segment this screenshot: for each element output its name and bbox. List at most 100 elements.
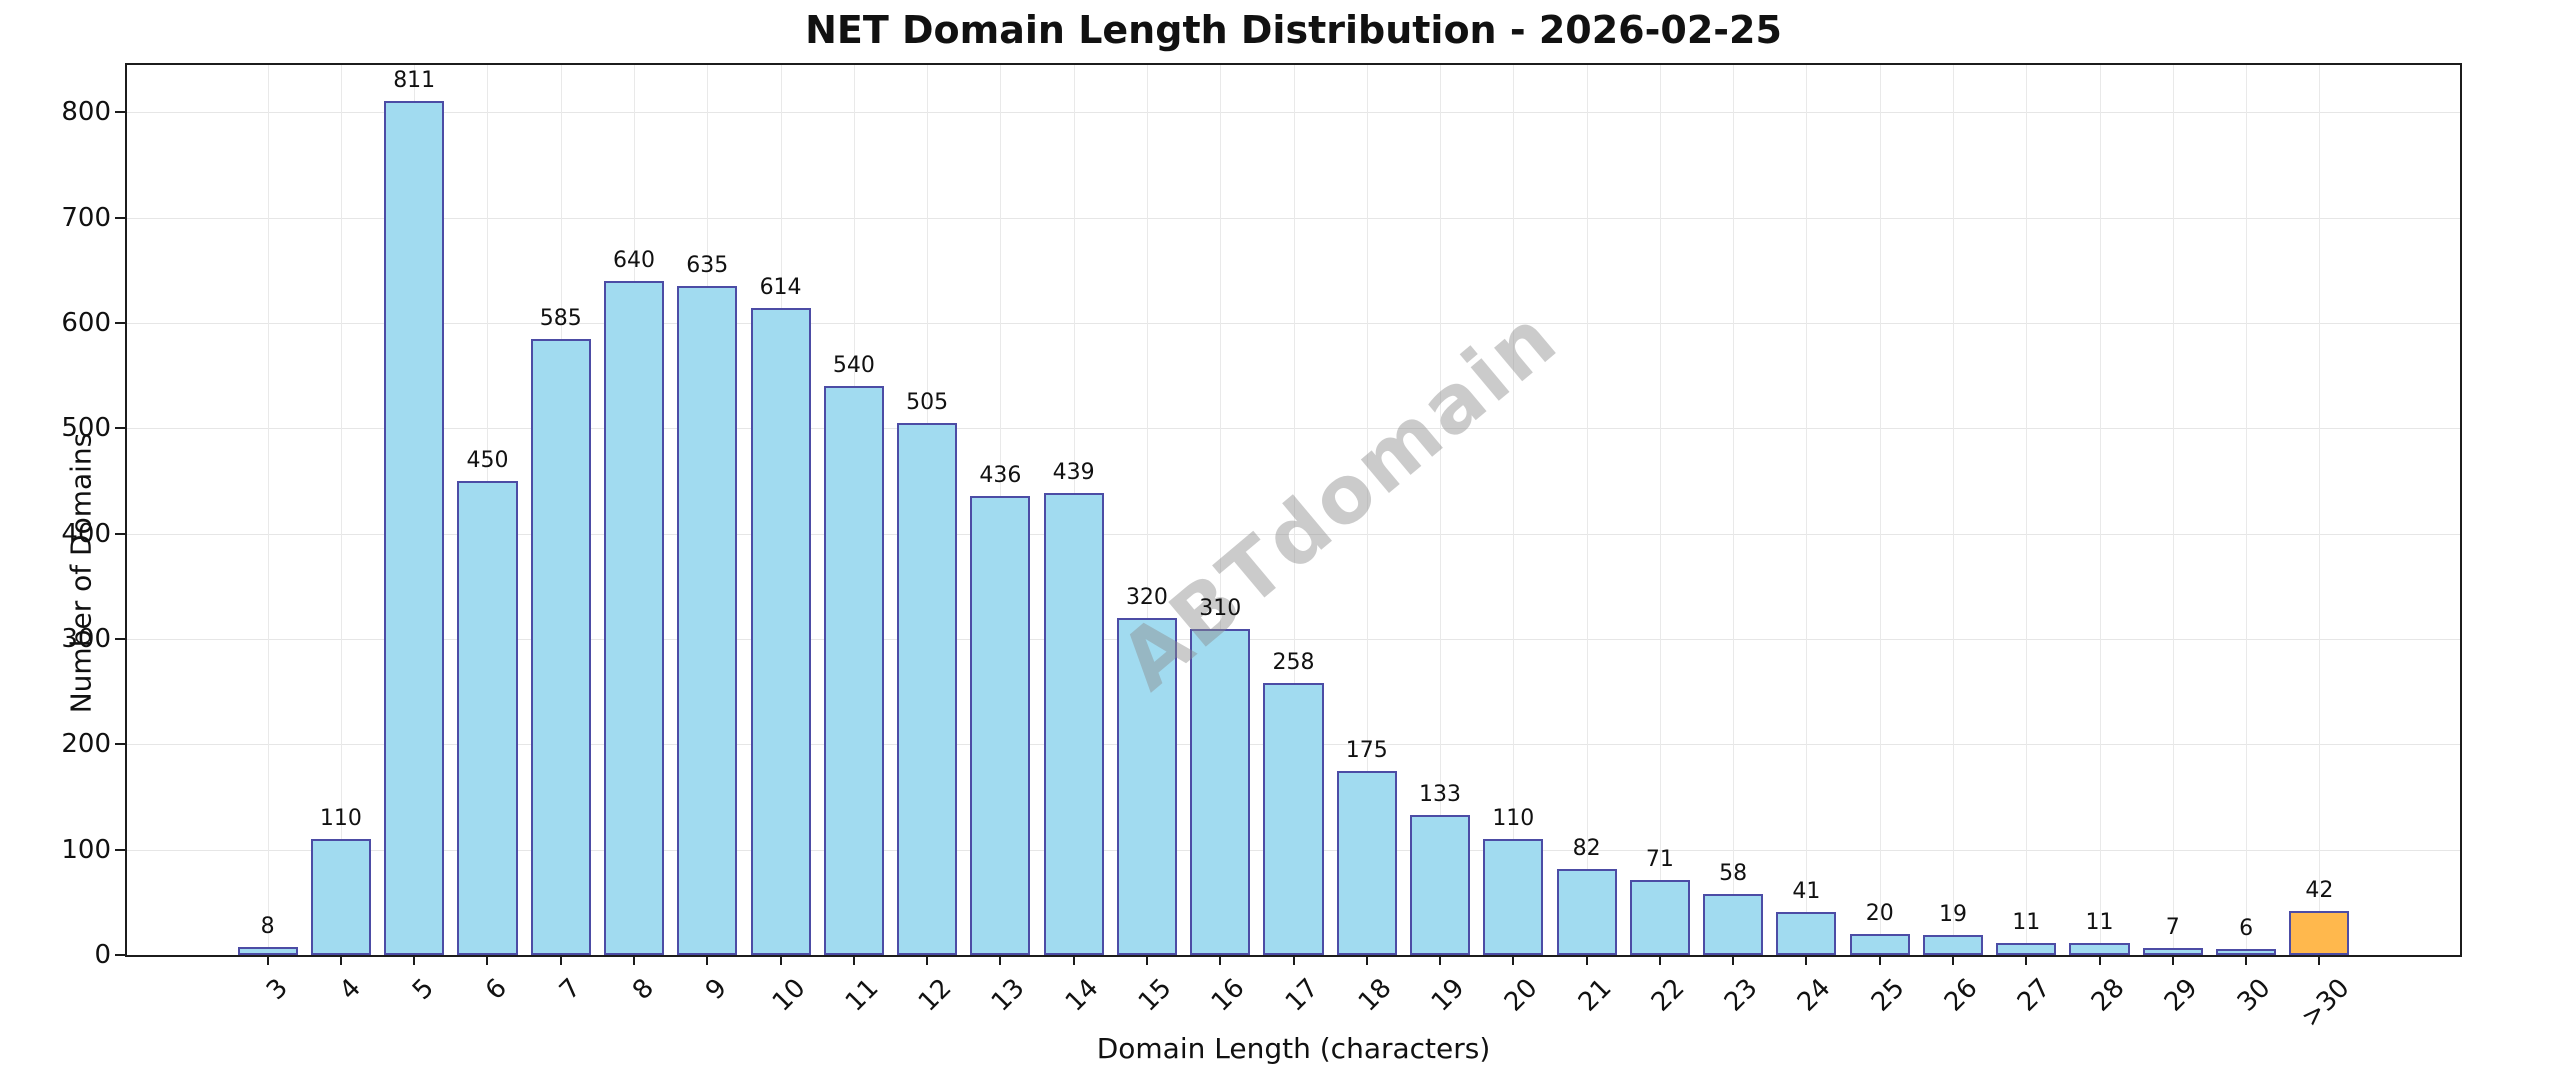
bar-25 bbox=[1849, 933, 1910, 955]
bar-9 bbox=[677, 286, 738, 955]
bar-8 bbox=[603, 280, 665, 955]
bar-26 bbox=[1922, 935, 1984, 955]
y-axis-tick bbox=[115, 111, 125, 114]
x-axis-tick bbox=[633, 955, 636, 965]
bar-19 bbox=[1410, 814, 1471, 955]
bar-value-label: 110 bbox=[319, 806, 362, 832]
bar-7 bbox=[530, 338, 591, 955]
gridline-v bbox=[1659, 65, 1661, 955]
bar-17 bbox=[1263, 683, 1324, 955]
x-tick-label: 17 bbox=[1279, 973, 1324, 1018]
bar-4 bbox=[310, 839, 371, 955]
bar-12 bbox=[897, 423, 958, 955]
bar-value-label: 110 bbox=[1492, 806, 1535, 832]
x-axis-tick bbox=[706, 955, 709, 965]
x-axis-tick bbox=[1439, 955, 1442, 965]
y-tick-label: 0 bbox=[94, 940, 111, 970]
bar-24 bbox=[1776, 911, 1837, 955]
gridline-v bbox=[1220, 65, 1222, 955]
x-axis-tick bbox=[339, 955, 342, 965]
y-tick-label: 300 bbox=[61, 624, 111, 655]
bar-value-label: 540 bbox=[832, 353, 875, 379]
x-axis-tick bbox=[1145, 955, 1148, 965]
x-tick-label: 13 bbox=[986, 973, 1031, 1018]
bar-value-label: 11 bbox=[2085, 910, 2114, 936]
x-axis-tick bbox=[926, 955, 929, 965]
bar-11 bbox=[823, 386, 884, 955]
x-axis-tick bbox=[1805, 955, 1808, 965]
x-axis-tick bbox=[1512, 955, 1515, 965]
bar-value-label: 11 bbox=[2012, 910, 2041, 936]
x-tick-label: 27 bbox=[2012, 973, 2057, 1018]
y-axis-label: Number of Domains bbox=[64, 432, 98, 714]
x-axis-tick bbox=[2025, 955, 2028, 965]
y-tick-label: 400 bbox=[61, 518, 111, 549]
bar-20 bbox=[1483, 839, 1544, 955]
bar-value-label: 42 bbox=[2305, 877, 2334, 903]
bar-value-label: 640 bbox=[613, 247, 656, 273]
bar-value-label: 19 bbox=[1938, 902, 1967, 927]
bar-value-label: 58 bbox=[1719, 860, 1748, 886]
gridline-v bbox=[267, 65, 269, 955]
gridline-v bbox=[2026, 65, 2028, 955]
bar-value-label: 7 bbox=[2165, 914, 2180, 940]
gridline-v bbox=[2099, 65, 2101, 955]
x-tick-label: 16 bbox=[1206, 973, 1251, 1018]
y-tick-label: 600 bbox=[61, 308, 111, 339]
bar-10 bbox=[750, 308, 811, 955]
gridline-v bbox=[340, 65, 342, 955]
gridline-v bbox=[1513, 65, 1515, 955]
x-tick-label: 4 bbox=[333, 973, 367, 1006]
gridline-v bbox=[1806, 65, 1808, 955]
bar-23 bbox=[1703, 893, 1764, 955]
bar-28 bbox=[2069, 943, 2130, 955]
x-axis-tick bbox=[999, 955, 1002, 965]
x-axis-tick bbox=[1292, 955, 1295, 965]
chart-title: NET Domain Length Distribution - 2026-02… bbox=[805, 8, 1782, 52]
x-axis-tick bbox=[1585, 955, 1588, 965]
gridline-v bbox=[2246, 65, 2248, 955]
x-tick-label: 15 bbox=[1132, 973, 1178, 1018]
x-tick-label: 30 bbox=[2231, 973, 2277, 1018]
y-axis-tick bbox=[115, 743, 125, 746]
x-axis-label: Domain Length (characters) bbox=[1096, 1032, 1491, 1065]
gridline-v bbox=[1952, 65, 1954, 955]
x-tick-label: 7 bbox=[553, 973, 587, 1006]
bar-value-label: 436 bbox=[979, 462, 1022, 488]
gridline-v bbox=[1146, 65, 1148, 955]
x-tick-label: 23 bbox=[1719, 973, 1764, 1018]
bar-16 bbox=[1190, 628, 1251, 955]
plot-area: Number of Domains ABTdomain 0 100 200 300 40… bbox=[61, 63, 2462, 1033]
gridline-v bbox=[1879, 65, 1881, 955]
y-tick-label: 800 bbox=[61, 97, 111, 128]
y-tick-label: 500 bbox=[61, 413, 111, 444]
bar-value-label: 20 bbox=[1865, 900, 1894, 926]
y-tick-label: 100 bbox=[61, 834, 111, 865]
watermark: ABTdomain bbox=[1102, 290, 1576, 708]
bar-value-label: 320 bbox=[1125, 584, 1168, 610]
x-axis-tick bbox=[413, 955, 416, 965]
gridline-v bbox=[1293, 65, 1295, 955]
bar-value-label: 6 bbox=[2239, 915, 2254, 941]
y-tick-label: 200 bbox=[61, 729, 111, 760]
x-axis-tick bbox=[559, 955, 562, 965]
bar-5 bbox=[384, 100, 445, 955]
x-tick-label: 10 bbox=[766, 973, 812, 1018]
x-tick-label: 3 bbox=[260, 973, 294, 1006]
bar-29 bbox=[2142, 947, 2203, 955]
x-axis-tick bbox=[266, 955, 269, 965]
bar-6 bbox=[457, 481, 518, 955]
y-axis-tick bbox=[115, 848, 125, 851]
x-axis-tick bbox=[1732, 955, 1735, 965]
x-tick-label: >30 bbox=[2295, 973, 2356, 1034]
bar-value-label: 175 bbox=[1345, 737, 1388, 763]
y-axis-tick bbox=[115, 532, 125, 535]
gridline-v bbox=[2172, 65, 2174, 955]
x-tick-label: 26 bbox=[1938, 973, 1984, 1018]
bar-value-label: 71 bbox=[1645, 847, 1674, 873]
x-axis-tick bbox=[1951, 955, 1954, 965]
y-axis-tick bbox=[115, 322, 125, 325]
x-axis-tick bbox=[1365, 955, 1368, 965]
bar-27 bbox=[1996, 943, 2057, 955]
